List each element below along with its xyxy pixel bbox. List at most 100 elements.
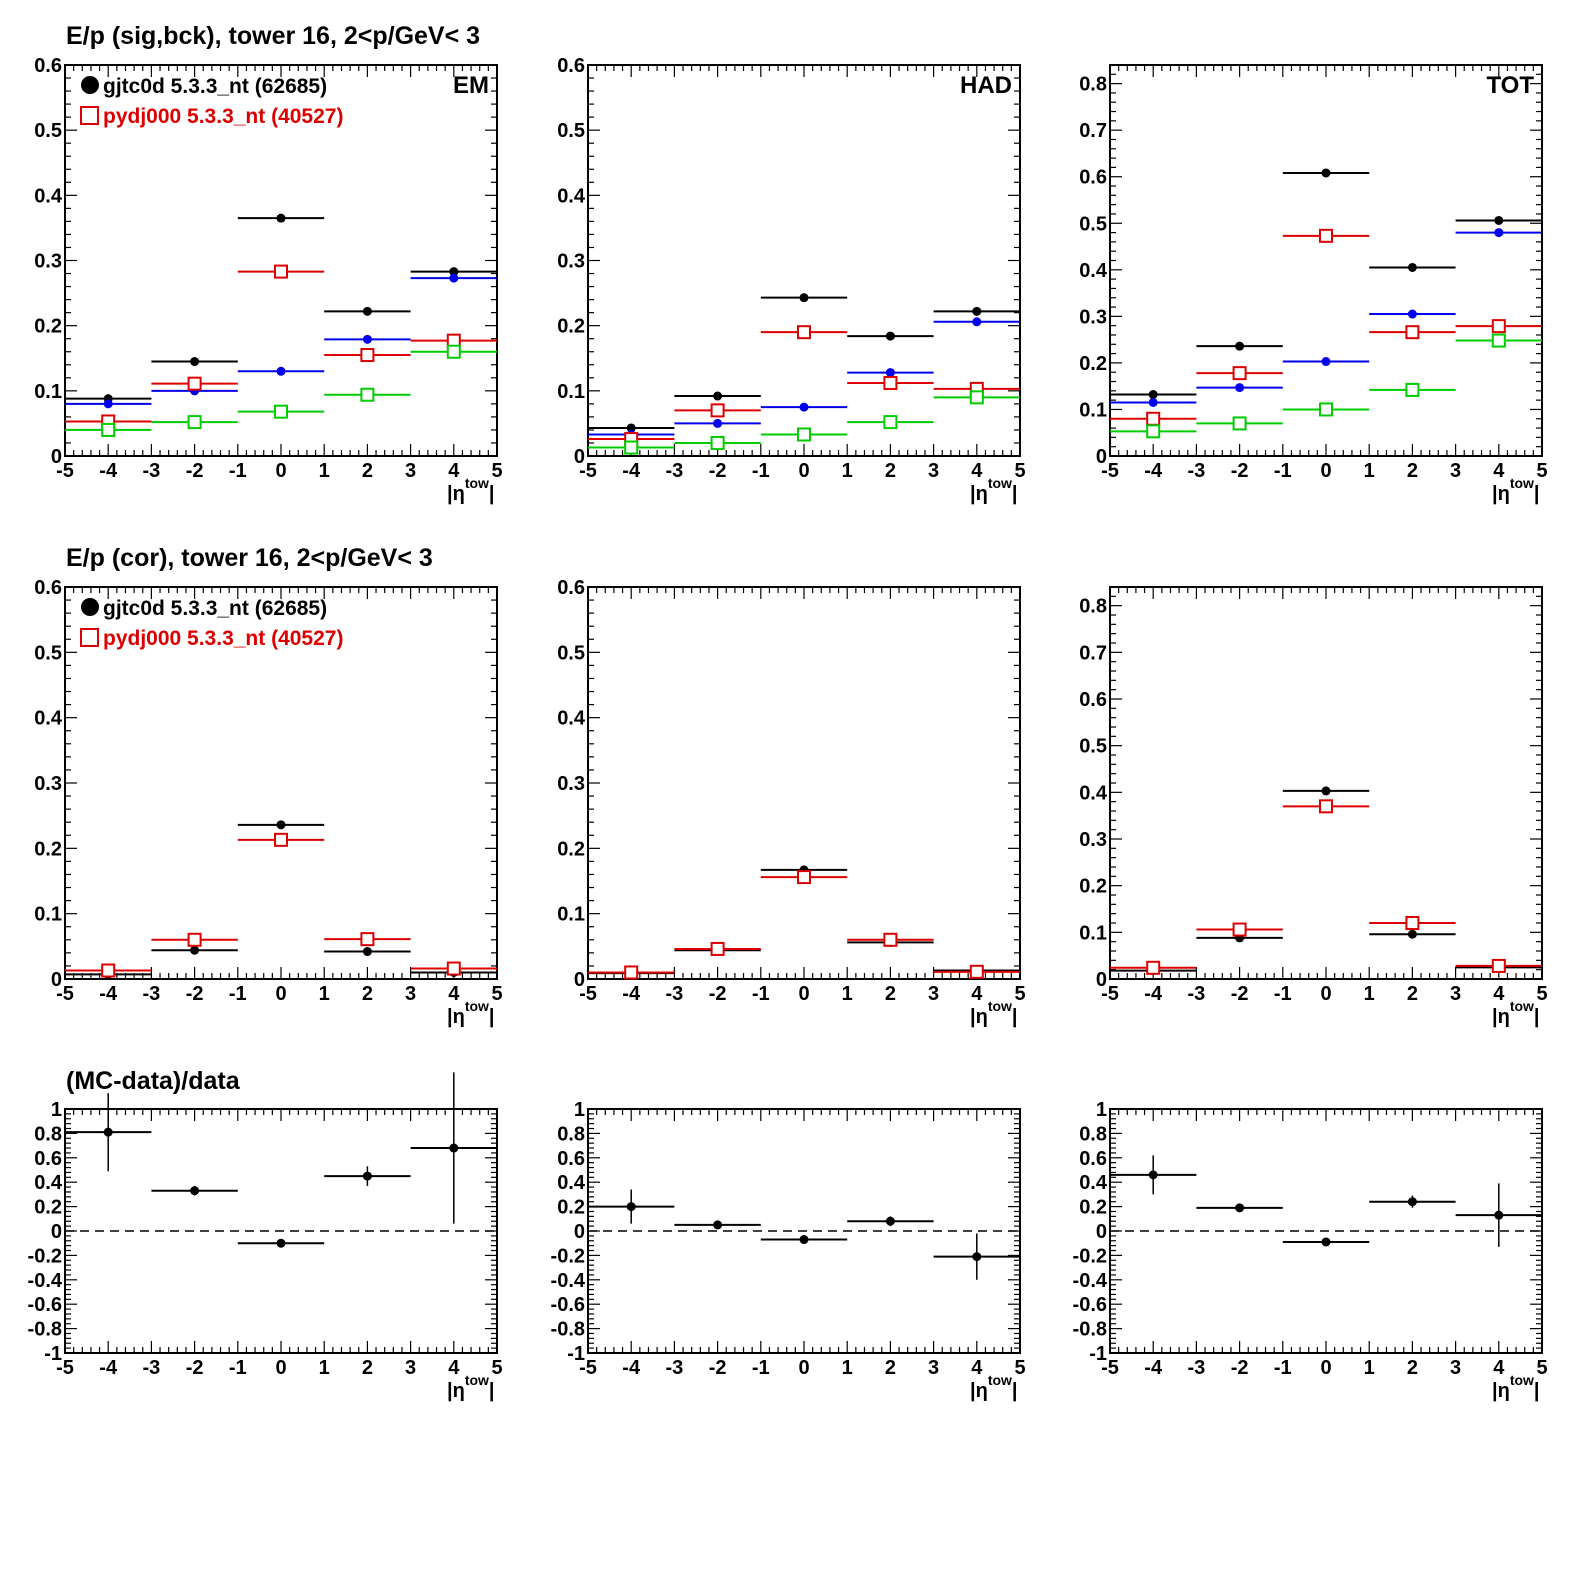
data-point-dot: [1235, 383, 1245, 393]
x-tick-label: 1: [842, 983, 853, 1005]
legend-label-mc: pydj000 5.3.3_nt (40527): [103, 627, 343, 650]
data-point-square: [360, 347, 375, 362]
data-point-square: [883, 932, 898, 947]
x-tick-label: -5: [1101, 460, 1119, 482]
data-series-red: [1110, 228, 1542, 426]
data-point-square: [446, 961, 461, 976]
y-tick-label: 0.2: [557, 1197, 585, 1219]
x-tick-label: 2: [362, 983, 373, 1005]
y-tick-label: -0.4: [28, 1270, 63, 1292]
y-tick-label: 0.3: [557, 251, 585, 273]
x-tick-label: -4: [99, 1357, 118, 1379]
legend-label-data: gjtc0d 5.3.3_nt (62685): [103, 75, 327, 98]
x-tick-label: -1: [229, 983, 247, 1005]
data-point-square: [797, 325, 811, 340]
x-tick-label: -5: [56, 460, 74, 482]
data-point-square: [187, 415, 202, 430]
y-tick-label: -0.2: [28, 1245, 62, 1267]
y-tick-label: 0.5: [34, 120, 62, 142]
data-series-black: [588, 1189, 1020, 1280]
data-point-square: [624, 440, 639, 455]
y-tick-label: 0.3: [34, 773, 62, 795]
x-tick-label: -1: [752, 983, 770, 1005]
chart-panel-row1-col3: -5 -4 -3 -2 -1 0 1 2 3 4 5 0 0.1 0.2 0.3 0.4 0.5 0.6 0.7 0.…: [1079, 64, 1548, 505]
chart-panel-row3-col3: -5 -4 -3 -2 -1 0 1 2 3 4 5-1-0.8-0.6-0.4-0.200.20.…: [1073, 1099, 1548, 1402]
x-tick-label: -3: [143, 1357, 161, 1379]
y-tick-label: 0.1: [1079, 922, 1107, 944]
x-tick-label: -4: [1144, 460, 1163, 482]
data-point-square: [1491, 333, 1506, 348]
x-tick-label: 1: [319, 1357, 330, 1379]
x-tick-label: 3: [928, 460, 939, 482]
x-tick-label: -3: [666, 1357, 684, 1379]
data-point-square: [101, 963, 116, 978]
x-tick-label: -3: [1188, 460, 1206, 482]
data-point-dot: [449, 267, 459, 277]
y-tick-label: 0: [574, 446, 585, 468]
y-tick-label: -0.4: [1073, 1270, 1108, 1292]
chart-panel-row1-col2: -5 -4 -3 -2 -1 0 1 2 3 4 5 0 0.1 0.2 0.3 0.4 0.5 0.6 |ηtow…: [557, 55, 1025, 505]
plot-frame: [1109, 586, 1543, 980]
data-point-dot: [1407, 1197, 1417, 1207]
x-axis-label: |ηtow|: [1492, 998, 1540, 1028]
x-tick-label: 3: [405, 460, 416, 482]
x-tick-label: 5: [1014, 460, 1025, 482]
chart-panel-row3-col1: -5 -4 -3 -2 -1 0 1 2 3 4 5-1-0.8-0.6-0.4-0.200.20.…: [28, 1072, 503, 1402]
data-series-black: [588, 293, 1020, 433]
x-tick-label: 3: [928, 1357, 939, 1379]
data-point-dot: [449, 1143, 459, 1153]
x-tick-label: 0: [275, 460, 286, 482]
x-tick-label: 4: [448, 460, 460, 482]
data-point-dot: [1407, 309, 1417, 319]
y-tick-label: 0.2: [34, 838, 62, 860]
y-tick-label: 0.1: [557, 381, 585, 403]
x-tick-label: 4: [971, 460, 983, 482]
y-tick-label: 0.1: [34, 381, 62, 403]
data-point-dot: [972, 317, 982, 327]
x-tick-label: 5: [1536, 460, 1547, 482]
x-tick-label: -5: [579, 983, 597, 1005]
data-point-square: [360, 932, 375, 947]
x-tick-label: 2: [885, 983, 896, 1005]
data-point-dot: [1494, 215, 1504, 225]
x-tick-label: -2: [1231, 460, 1249, 482]
x-tick-label: -4: [1144, 1357, 1163, 1379]
y-tick-label: 0.6: [34, 1148, 62, 1170]
y-tick-label: -0.8: [551, 1319, 585, 1341]
data-point-square: [446, 344, 461, 359]
y-tick-label: 0.8: [1079, 74, 1107, 96]
x-axis-label: |ηtow|: [447, 998, 495, 1028]
y-tick-label: -1: [1089, 1343, 1107, 1365]
y-tick-label: 0.6: [1079, 1148, 1107, 1170]
data-point-dot: [885, 368, 895, 378]
x-tick-label: -3: [1188, 1357, 1206, 1379]
chart-panel-row2-col3: -5 -4 -3 -2 -1 0 1 2 3 4 5 0 0.1 0.2 0.3 0.4 0.5 0.6 0.7 0.…: [1079, 586, 1548, 1028]
x-tick-label: -4: [622, 460, 641, 482]
data-point-square: [360, 387, 375, 402]
x-tick-label: 5: [1536, 1357, 1547, 1379]
x-tick-label: 1: [842, 1357, 853, 1379]
data-point-dot: [1321, 357, 1331, 367]
x-tick-label: -5: [579, 1357, 597, 1379]
data-point-dot: [1407, 262, 1417, 272]
y-tick-label: 0.8: [1079, 596, 1107, 618]
y-tick-label: 0.4: [34, 185, 63, 207]
data-point-square: [710, 941, 725, 956]
x-tick-label: 3: [405, 983, 416, 1005]
data-point-dot: [799, 1235, 809, 1245]
data-point-square: [1232, 416, 1247, 431]
x-tick-label: 5: [1536, 983, 1547, 1005]
x-tick-label: 1: [1364, 1357, 1375, 1379]
y-tick-label: 0.5: [34, 642, 62, 664]
row1-title: E/p (sig,bck), tower 16, 2<p/GeV< 3: [66, 22, 480, 50]
data-point-dot: [1148, 1170, 1158, 1180]
x-tick-label: 4: [1493, 1357, 1505, 1379]
panel-tag: TOT: [1486, 72, 1534, 99]
y-tick-label: -0.4: [551, 1270, 586, 1292]
data-point-dot: [276, 366, 286, 376]
x-tick-label: 3: [1450, 983, 1461, 1005]
data-series-green: [588, 390, 1020, 455]
y-tick-label: -0.8: [28, 1319, 62, 1341]
row3-title: (MC-data)/data: [66, 1067, 241, 1095]
data-point-dot: [362, 947, 372, 957]
